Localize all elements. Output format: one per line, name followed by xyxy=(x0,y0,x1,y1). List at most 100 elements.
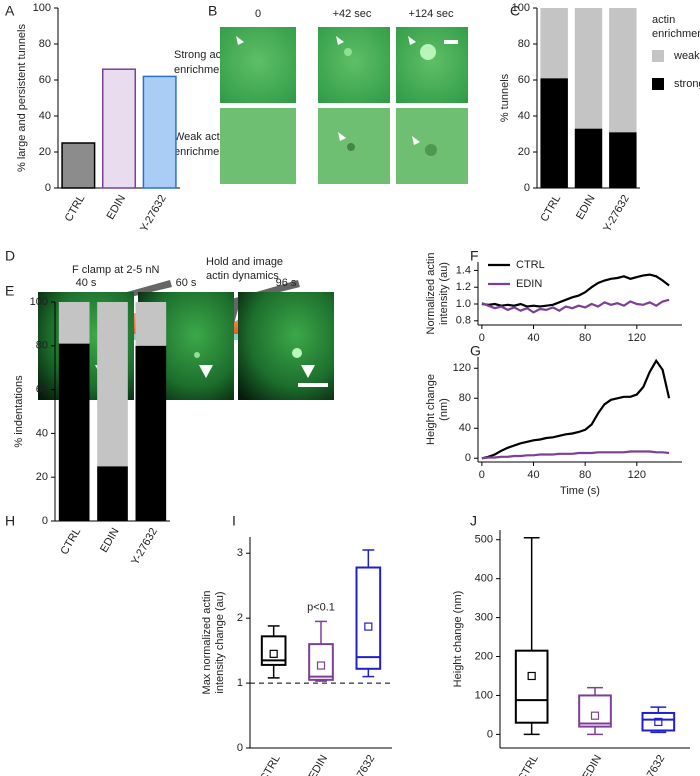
x-tick-label: 120 xyxy=(628,332,646,344)
y-tick-label: 60 xyxy=(518,74,530,86)
x-tick-label: 80 xyxy=(579,332,591,344)
panel-letter: F xyxy=(470,248,479,264)
bar-segment xyxy=(135,345,167,521)
scale-bar xyxy=(298,383,328,387)
dark-spot xyxy=(347,143,355,151)
cantilever xyxy=(228,280,300,324)
x-tick-label: 0 xyxy=(479,469,485,481)
arrowhead xyxy=(336,36,344,45)
dark-spot xyxy=(425,144,437,156)
y-tick-label: 20 xyxy=(36,471,48,483)
y-tick-label: 100 xyxy=(33,2,51,14)
x-tick-label: Y-27632 xyxy=(601,193,632,234)
y-tick-label: 300 xyxy=(475,611,493,623)
micrograph xyxy=(318,27,390,103)
y-tick-label: 80 xyxy=(39,38,51,50)
y-axis-label: Normalized actin xyxy=(425,253,437,335)
x-tick-label: CTRL xyxy=(539,193,564,224)
legend-title: actin xyxy=(652,14,675,26)
step-label: Hold and image xyxy=(206,256,283,268)
arrowhead xyxy=(408,36,416,45)
bar-segment xyxy=(609,8,637,133)
y-tick-label: 40 xyxy=(39,110,51,122)
row-label: Strong actin xyxy=(174,49,233,61)
arrowhead xyxy=(412,136,420,145)
y-tick-label: 2 xyxy=(237,612,243,624)
x-tick-label: Y-27632 xyxy=(138,193,169,234)
box xyxy=(514,649,549,724)
bar xyxy=(142,75,177,189)
y-tick-label: 1.4 xyxy=(456,264,471,276)
legend-label: strong xyxy=(674,78,700,90)
y-tick-label: 60 xyxy=(39,74,51,86)
x-tick-label: Y-27632 xyxy=(347,753,378,776)
actin-spot xyxy=(194,352,200,358)
y-axis-label: % indentations xyxy=(13,375,25,448)
box xyxy=(641,711,676,732)
micrograph xyxy=(396,27,468,103)
bar-segment xyxy=(574,128,603,188)
y-axis-label: Height change (nm) xyxy=(452,591,464,688)
x-tick-label: 40 xyxy=(527,332,539,344)
y-axis-label: Max normalized actin xyxy=(201,591,213,695)
y-axis-label: intensity change (au) xyxy=(214,591,226,693)
box-mean xyxy=(527,671,536,681)
bar-segment xyxy=(540,78,568,188)
y-tick-label: 60 xyxy=(36,384,48,396)
y-tick-label: 0 xyxy=(465,452,471,464)
bar-segment xyxy=(97,466,128,521)
line-series xyxy=(481,273,670,308)
y-tick-label: 120 xyxy=(453,362,471,374)
y-tick-label: 3 xyxy=(237,547,243,559)
legend-label: CTRL xyxy=(516,259,545,271)
y-tick-label: 1.0 xyxy=(456,298,471,310)
y-tick-label: 100 xyxy=(512,2,530,14)
bar xyxy=(101,68,137,189)
cantilever xyxy=(98,280,172,324)
scale-bar xyxy=(444,40,458,44)
actin-spot xyxy=(344,48,352,56)
y-tick-label: 0 xyxy=(42,515,48,527)
x-tick-label: 120 xyxy=(628,469,646,481)
x-tick-label: Y-27632 xyxy=(129,526,160,567)
micrograph xyxy=(220,27,296,103)
box xyxy=(355,566,382,670)
legend-swatch xyxy=(652,50,664,62)
x-tick-label: CTRL xyxy=(59,526,84,557)
y-tick-label: 40 xyxy=(36,427,48,439)
box-mean xyxy=(269,649,278,658)
y-tick-label: 0 xyxy=(524,182,530,194)
y-tick-label: 1.2 xyxy=(456,281,471,293)
box-mean xyxy=(654,717,663,727)
arrowhead xyxy=(199,365,213,378)
x-tick-label: CTRL xyxy=(63,193,88,224)
x-tick-label: 0 xyxy=(479,332,485,344)
y-tick-label: 40 xyxy=(459,422,471,434)
y-tick-label: 200 xyxy=(475,650,493,662)
arrowhead xyxy=(301,365,315,378)
y-tick-label: 0.8 xyxy=(456,315,471,327)
actin-spot xyxy=(420,44,436,60)
x-tick-label: EDIN xyxy=(98,526,122,555)
x-tick-label: 80 xyxy=(579,469,591,481)
y-axis-label: % large and persistent tunnels xyxy=(16,24,28,172)
y-axis-label: intensity (au) xyxy=(438,262,450,325)
bar-segment xyxy=(58,343,90,521)
x-tick-label: Y-27632 xyxy=(637,753,668,776)
line-series xyxy=(481,298,670,314)
column-header: +42 sec xyxy=(333,8,372,20)
panel-b: B 0 +42 sec +124 sec Strong actin enrich… xyxy=(174,3,468,184)
panel-e: E 40 s 60 s 96 s xyxy=(5,277,334,400)
panel-letter: E xyxy=(5,283,14,299)
y-axis-label: (nm) xyxy=(438,398,450,421)
y-tick-label: 80 xyxy=(518,38,530,50)
micrograph xyxy=(238,292,334,400)
actin-spot xyxy=(292,348,302,358)
micrograph xyxy=(220,108,296,184)
line-series xyxy=(481,358,671,460)
bar xyxy=(61,142,96,189)
y-axis-label: % tunnels xyxy=(499,73,511,122)
y-tick-label: 0 xyxy=(487,728,493,740)
row-label: enrichment xyxy=(174,64,228,76)
